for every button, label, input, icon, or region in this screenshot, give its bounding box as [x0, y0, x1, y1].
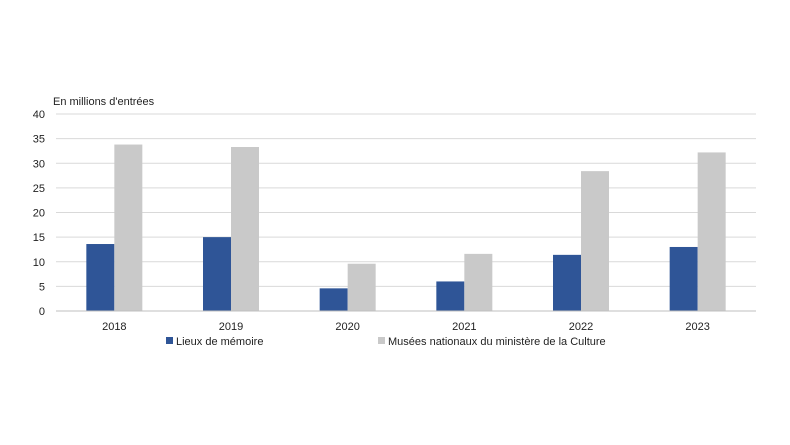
x-tick-label: 2020: [335, 321, 359, 333]
x-tick-label: 2023: [685, 321, 709, 333]
x-tick-label: 2018: [102, 321, 126, 333]
y-tick-label: 0: [39, 306, 45, 318]
bar-musees-nationaux-2023: [697, 152, 726, 311]
bar-musees-nationaux-2019: [231, 146, 259, 311]
x-tick-label: 2022: [569, 321, 593, 333]
legend-swatch: [378, 337, 385, 344]
y-axis-ticks: 0 5 10 15 20 25 30 35 40: [33, 109, 45, 318]
y-tick-label: 25: [33, 183, 45, 195]
y-tick-label: 20: [33, 208, 45, 220]
y-tick-label: 40: [33, 109, 45, 121]
x-tick-label: 2019: [219, 321, 243, 333]
y-tick-label: 30: [33, 158, 45, 170]
legend-label: Lieux de mémoire: [176, 336, 263, 348]
bar-lieux-de-memoire-2018: [86, 244, 115, 311]
bar-lieux-de-memoire-2023: [669, 246, 698, 311]
y-tick-label: 35: [33, 134, 45, 146]
legend-label: Musées nationaux du ministère de la Cult…: [388, 336, 606, 348]
bar-musees-nationaux-2018: [114, 144, 143, 311]
x-axis-ticks: 2018 2019 2020 2021 2022 2023: [102, 321, 710, 333]
bars: [86, 144, 726, 311]
gridlines: [56, 113, 756, 287]
bar-lieux-de-memoire-2020: [319, 288, 348, 311]
legend: Lieux de mémoire Musées nationaux du mini…: [166, 336, 606, 348]
bar-lieux-de-memoire-2019: [203, 237, 231, 311]
bar-musees-nationaux-2022: [581, 171, 609, 311]
x-tick-label: 2021: [452, 321, 476, 333]
bar-musees-nationaux-2021: [464, 253, 493, 311]
bar-lieux-de-memoire-2022: [553, 254, 581, 311]
y-tick-label: 5: [39, 281, 45, 293]
y-axis-unit-label: En millions d'entrées: [53, 96, 155, 108]
y-tick-label: 15: [33, 232, 45, 244]
bar-lieux-de-memoire-2021: [436, 281, 465, 311]
bar-musees-nationaux-2020: [347, 263, 376, 311]
legend-swatch: [166, 337, 173, 344]
y-tick-label: 10: [33, 257, 45, 269]
